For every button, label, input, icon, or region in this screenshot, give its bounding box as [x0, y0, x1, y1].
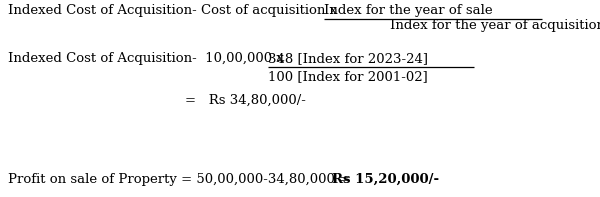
Text: Indexed Cost of Acquisition- Cost of acquisition x: Indexed Cost of Acquisition- Cost of acq…	[8, 4, 341, 17]
Text: Index for the year of sale: Index for the year of sale	[324, 4, 493, 17]
Text: 348 [Index for 2023-24]: 348 [Index for 2023-24]	[268, 52, 428, 65]
Text: Index for the year of acquisition: Index for the year of acquisition	[390, 19, 600, 32]
Text: 100 [Index for 2001-02]: 100 [Index for 2001-02]	[268, 70, 428, 83]
Text: Profit on sale of Property = 50,00,000-34,80,000 =: Profit on sale of Property = 50,00,000-3…	[8, 173, 355, 186]
Text: =   Rs 34,80,000/-: = Rs 34,80,000/-	[185, 94, 306, 107]
Text: Rs 15,20,000/-: Rs 15,20,000/-	[332, 173, 439, 186]
Text: Indexed Cost of Acquisition-  10,00,000 x: Indexed Cost of Acquisition- 10,00,000 x	[8, 52, 288, 65]
